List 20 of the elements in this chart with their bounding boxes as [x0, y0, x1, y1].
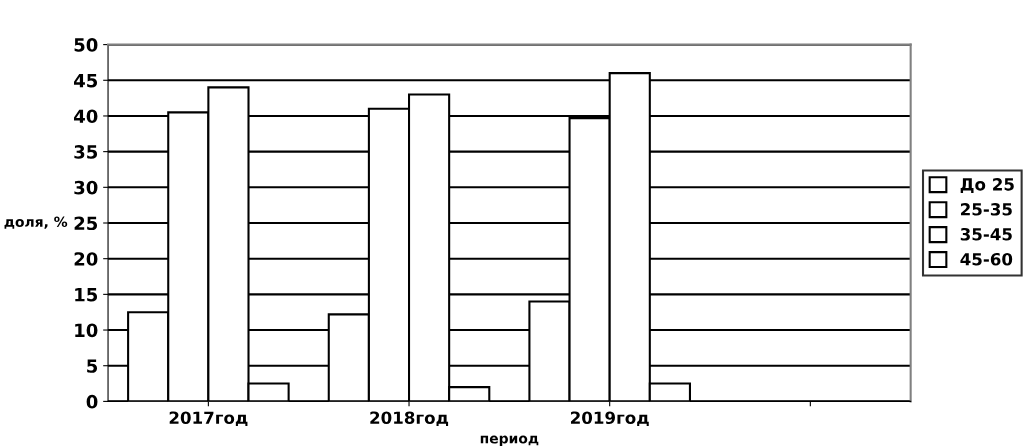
y-axis-title: доля, %	[4, 216, 68, 229]
x-tick-label: 2018год	[370, 411, 449, 427]
y-tick-label: 5	[87, 359, 98, 373]
y-tick-label: 10	[75, 323, 98, 338]
y-tick-label: 30	[74, 180, 98, 195]
legend-label: 35-45	[960, 227, 1012, 241]
legend-label: До 25	[960, 178, 1014, 194]
y-tick-label: 0	[86, 394, 98, 409]
y-tick-label: 40	[74, 109, 98, 124]
y-tick-label: 35	[74, 145, 98, 159]
y-tick-label: 15	[75, 288, 98, 302]
x-axis-title: период	[480, 435, 539, 446]
legend-label: 45-60	[960, 252, 1013, 266]
y-tick-label: 50	[74, 38, 98, 52]
x-tick-label: 2019год	[571, 411, 649, 427]
y-tick-label: 20	[74, 252, 98, 266]
y-tick-label: 25	[74, 216, 98, 231]
x-tick-label: 2017год	[169, 411, 248, 427]
y-tick-label: 45	[74, 73, 98, 88]
legend-label: 25-35	[961, 203, 1012, 216]
